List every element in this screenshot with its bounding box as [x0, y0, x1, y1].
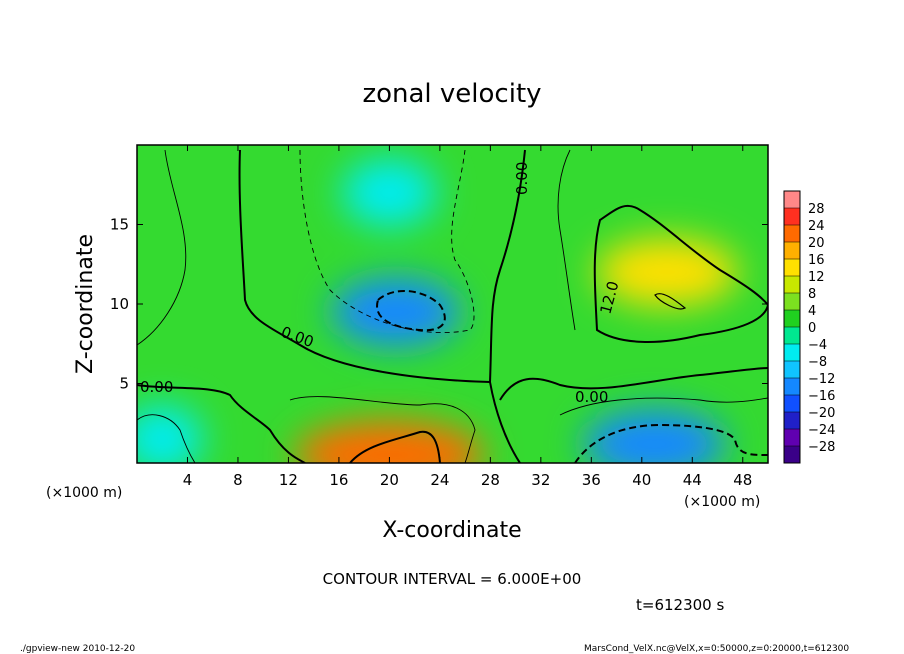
zero-contour-lower — [137, 384, 306, 463]
colorbar-label: −28 — [808, 440, 835, 455]
contour-lines — [137, 149, 768, 463]
colorbar-swatch — [784, 259, 800, 276]
y-tick-label: 5 — [119, 375, 129, 393]
zero-contour-upper — [238, 149, 526, 384]
colorbar: 28 24 20 16 12 8 4 0 −4 −8 −12 −16 −20 −24 −28 — [783, 190, 835, 464]
colorbar-swatch — [784, 293, 800, 310]
heatmap-field — [137, 158, 739, 463]
warm-inner-contour — [654, 293, 687, 310]
colorbar-swatch — [784, 429, 800, 446]
x-axis-ticks: 4 8 12 16 20 24 28 32 36 40 44 48 — [183, 145, 752, 489]
x-tick-label: 40 — [632, 471, 651, 489]
colorbar-label: 28 — [808, 202, 825, 217]
heatmap-cell — [583, 409, 726, 463]
x-tick-label: 4 — [183, 471, 193, 489]
footer-left: ./gpview-new 2010-12-20 — [20, 644, 135, 654]
thin-contour-f — [559, 397, 768, 416]
heatmap-cell — [595, 238, 739, 307]
y-axis-label: Z-coordinate — [73, 234, 98, 374]
y-tick-label: 10 — [110, 295, 129, 313]
x-tick-label: 20 — [380, 471, 399, 489]
footer-right: MarsCond_VelX.nc@VelX,x=0:50000,z=0:2000… — [584, 644, 849, 654]
colorbar-swatch — [784, 191, 800, 208]
bottom-warm-contour — [349, 430, 441, 463]
x-unit-label: (×1000 m) — [46, 485, 122, 501]
twelve-contour — [593, 204, 768, 343]
thin-contour-a — [299, 149, 475, 334]
colorbar-label: −16 — [808, 389, 835, 404]
colorbar-swatch — [784, 361, 800, 378]
chart-title: zonal velocity — [362, 79, 541, 109]
colorbar-swatch — [784, 242, 800, 259]
thin-contour-c — [557, 149, 576, 331]
thin-contour-e — [289, 396, 476, 463]
colorbar-label: 12 — [808, 270, 825, 285]
x-tick-label: 12 — [279, 471, 298, 489]
y-unit-label: (×1000 m) — [684, 494, 760, 510]
thin-contour-d — [137, 414, 196, 463]
colorbar-swatch — [784, 344, 800, 361]
colorbar-label: −20 — [808, 406, 835, 421]
colorbar-swatch — [784, 310, 800, 327]
y-tick-label: 15 — [110, 216, 129, 234]
x-tick-label: 48 — [733, 471, 752, 489]
colorbar-label: 0 — [808, 321, 816, 336]
cold-core-contour — [376, 289, 446, 332]
colorbar-label: 8 — [808, 287, 816, 302]
colorbar-swatch — [784, 395, 800, 412]
contour-interval: CONTOUR INTERVAL = 6.000E+00 — [323, 570, 582, 588]
y-axis-ticks: 5 10 15 — [110, 216, 768, 393]
x-tick-label: 28 — [481, 471, 500, 489]
x-tick-label: 32 — [531, 471, 550, 489]
x-tick-label: 8 — [233, 471, 243, 489]
thin-contour-b — [137, 149, 187, 346]
colorbar-label: −12 — [808, 372, 835, 387]
bottom-cold-contour — [574, 423, 768, 463]
colorbar-swatch — [784, 276, 800, 293]
contour-label: 0.00 — [140, 378, 173, 396]
x-tick-label: 36 — [582, 471, 601, 489]
colorbar-swatch — [784, 446, 800, 463]
heatmap-cell — [137, 404, 204, 463]
colorbar-swatch — [784, 225, 800, 242]
colorbar-swatch — [784, 378, 800, 395]
contour-label: 0.00 — [575, 388, 608, 406]
zero-contour-center-low — [489, 381, 521, 463]
colorbar-label: −8 — [808, 355, 827, 370]
x-tick-label: 44 — [683, 471, 702, 489]
colorbar-label: −4 — [808, 338, 827, 353]
contour-label: 0.00 — [513, 162, 531, 195]
colorbar-label: 20 — [808, 236, 825, 251]
colorbar-swatch — [784, 327, 800, 344]
colorbar-swatch — [784, 208, 800, 225]
colorbar-swatch — [784, 412, 800, 429]
x-axis-label: X-coordinate — [382, 518, 521, 543]
zero-contour-right — [499, 367, 768, 401]
time-label: t=612300 s — [636, 596, 724, 614]
colorbar-label: 24 — [808, 219, 825, 234]
heatmap-cell — [331, 277, 461, 347]
colorbar-label: −24 — [808, 423, 835, 438]
colorbar-label: 4 — [808, 304, 816, 319]
x-tick-label: 24 — [430, 471, 449, 489]
x-tick-label: 16 — [329, 471, 348, 489]
colorbar-label: 16 — [808, 253, 825, 268]
heatmap-cell — [341, 158, 437, 227]
